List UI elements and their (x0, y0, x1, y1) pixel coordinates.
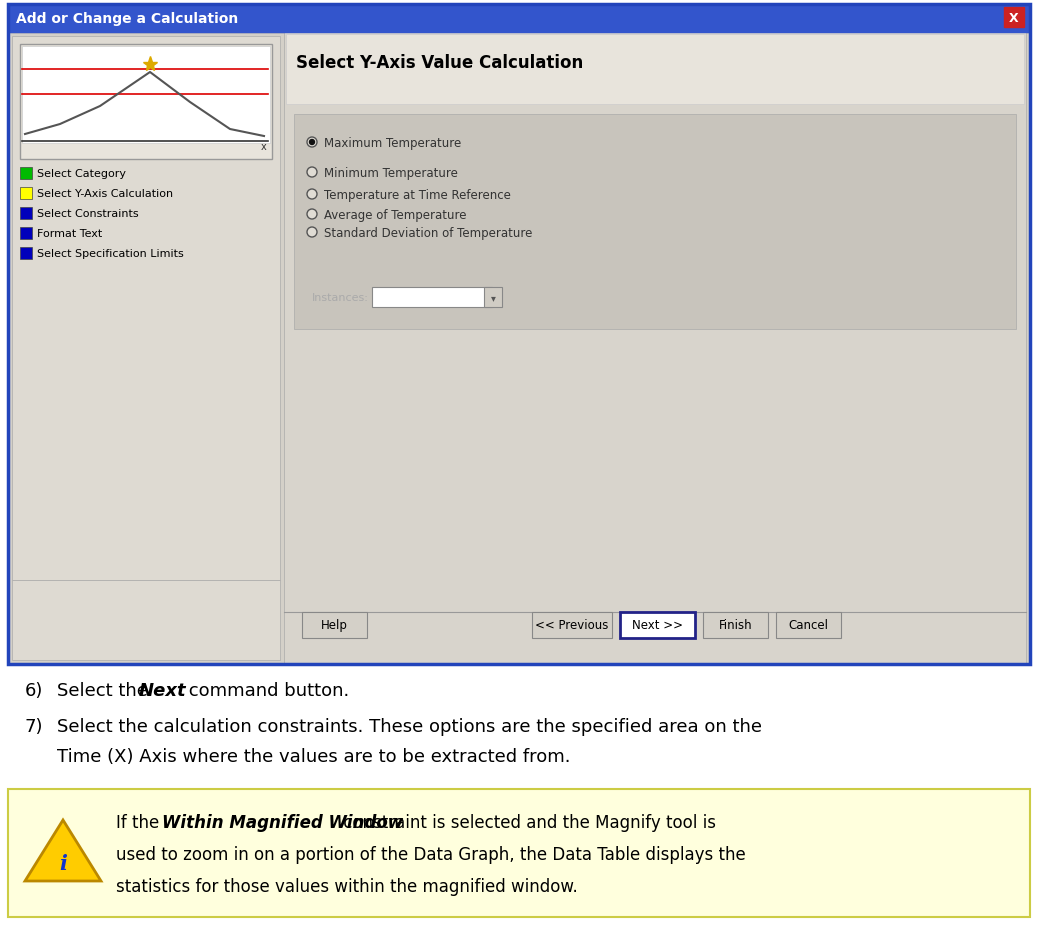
Text: 6): 6) (25, 681, 44, 699)
Text: Format Text: Format Text (37, 229, 102, 239)
FancyBboxPatch shape (302, 613, 367, 639)
Bar (8, 5, 1030, 665)
Text: Select Specification Limits: Select Specification Limits (37, 248, 184, 259)
Text: Select Constraints: Select Constraints (37, 209, 138, 219)
Text: constraint is selected and the Magnify tool is: constraint is selected and the Magnify t… (338, 813, 716, 832)
Polygon shape (25, 820, 101, 881)
Text: Within Magnified Window: Within Magnified Window (162, 813, 404, 832)
FancyBboxPatch shape (12, 37, 280, 580)
FancyBboxPatch shape (8, 33, 1030, 665)
FancyBboxPatch shape (484, 287, 502, 308)
Text: Minimum Temperature: Minimum Temperature (324, 166, 458, 179)
Text: Select Category: Select Category (37, 169, 126, 179)
Text: << Previous: << Previous (536, 619, 608, 632)
FancyBboxPatch shape (20, 228, 32, 240)
FancyBboxPatch shape (20, 188, 32, 200)
FancyBboxPatch shape (20, 248, 32, 260)
Text: Cancel: Cancel (788, 619, 829, 632)
FancyBboxPatch shape (532, 613, 612, 639)
FancyBboxPatch shape (776, 613, 841, 639)
FancyBboxPatch shape (8, 5, 1030, 33)
FancyBboxPatch shape (8, 789, 1030, 917)
Circle shape (310, 140, 314, 146)
Circle shape (307, 190, 317, 200)
FancyBboxPatch shape (20, 44, 272, 159)
Circle shape (307, 210, 317, 220)
Text: Next: Next (139, 681, 186, 699)
Text: i: i (59, 853, 67, 873)
Text: Standard Deviation of Temperature: Standard Deviation of Temperature (324, 226, 532, 239)
FancyBboxPatch shape (703, 613, 768, 639)
Text: Instances:: Instances: (312, 293, 369, 303)
Text: command button.: command button. (183, 681, 349, 699)
FancyBboxPatch shape (22, 47, 270, 144)
Text: statistics for those values within the magnified window.: statistics for those values within the m… (116, 877, 578, 895)
Text: Add or Change a Calculation: Add or Change a Calculation (16, 12, 238, 26)
FancyBboxPatch shape (20, 168, 32, 180)
FancyBboxPatch shape (286, 35, 1024, 105)
Text: 7): 7) (25, 717, 44, 735)
FancyBboxPatch shape (12, 580, 280, 660)
FancyBboxPatch shape (620, 613, 695, 639)
FancyBboxPatch shape (284, 33, 1026, 665)
Text: Finish: Finish (719, 619, 752, 632)
FancyBboxPatch shape (294, 115, 1016, 330)
Text: Average of Temperature: Average of Temperature (324, 209, 467, 222)
Text: Next >>: Next >> (632, 619, 683, 632)
FancyBboxPatch shape (20, 208, 32, 220)
Text: x: x (260, 142, 266, 152)
Text: Select Y-Axis Value Calculation: Select Y-Axis Value Calculation (296, 54, 583, 72)
FancyBboxPatch shape (1004, 8, 1024, 28)
Circle shape (307, 138, 317, 147)
Text: used to zoom in on a portion of the Data Graph, the Data Table displays the: used to zoom in on a portion of the Data… (116, 845, 746, 863)
Text: Select Y-Axis Calculation: Select Y-Axis Calculation (37, 189, 173, 198)
Text: Maximum Temperature: Maximum Temperature (324, 136, 462, 149)
Text: If the: If the (116, 813, 164, 832)
Text: ▾: ▾ (491, 293, 495, 303)
Circle shape (307, 228, 317, 237)
Circle shape (307, 168, 317, 178)
Text: Select the calculation constraints. These options are the specified area on the: Select the calculation constraints. Thes… (57, 717, 762, 735)
Text: Temperature at Time Reference: Temperature at Time Reference (324, 188, 511, 201)
FancyBboxPatch shape (372, 287, 492, 308)
Text: Select the: Select the (57, 681, 154, 699)
Text: Help: Help (321, 619, 348, 632)
Text: Time (X) Axis where the values are to be extracted from.: Time (X) Axis where the values are to be… (57, 747, 571, 765)
Text: X: X (1009, 11, 1019, 24)
